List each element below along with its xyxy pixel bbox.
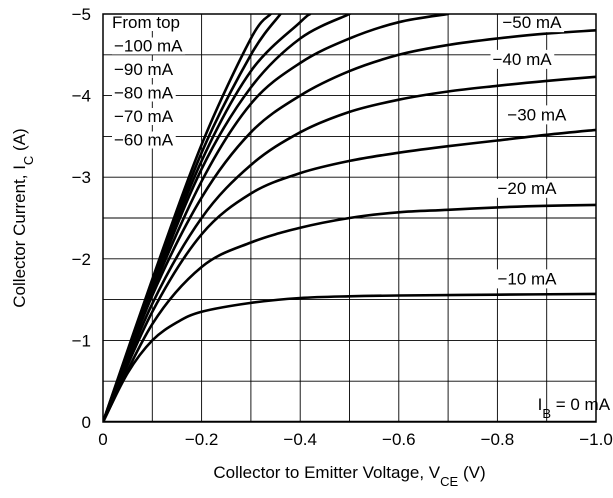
x-tick-label: −1.0 <box>579 430 613 449</box>
curve-label-background <box>495 178 560 198</box>
legend-text-background <box>112 37 186 55</box>
legend-text-background <box>112 61 176 78</box>
curve-label: −10 mA <box>497 269 557 288</box>
y-tick-label: −3 <box>72 168 91 187</box>
y-tick-label: 0 <box>82 413 91 432</box>
curve-label-background <box>490 49 555 69</box>
y-axis-title-main: Collector Current, I <box>10 165 29 308</box>
curve-series-4 <box>103 14 450 422</box>
x-tick-label: −0.8 <box>481 430 515 449</box>
curve-series-7 <box>103 128 596 422</box>
curve-label: −30 mA <box>507 105 567 124</box>
x-tick-label: −0.2 <box>185 430 219 449</box>
legend-item: −80 mA <box>114 84 174 103</box>
x-tick-label: −0.6 <box>382 430 416 449</box>
ib-zero-label-rest: = 0 mA <box>551 395 611 414</box>
ticks: 0 −0.2 −0.4 −0.6 −0.8 −1.0 0 −1 −2 −3 −4 −5 <box>72 5 613 449</box>
legend-item: −100 mA <box>114 37 183 56</box>
legend-text-background <box>112 108 176 125</box>
y-axis-title-sub: C <box>21 156 36 165</box>
legend-item: −60 mA <box>114 131 174 150</box>
legend-text-background <box>110 14 183 31</box>
x-tick-label: −0.4 <box>283 430 317 449</box>
curve-series-5 <box>103 29 596 422</box>
ib-zero-label-sub: B <box>542 406 551 421</box>
legend-title: From top <box>112 13 180 32</box>
ib-zero-label-main: I <box>538 395 543 414</box>
legend-item: −90 mA <box>114 60 174 79</box>
y-tick-label: −5 <box>72 5 91 24</box>
y-tick-label: −1 <box>72 331 91 350</box>
curve-label: −50 mA <box>502 13 562 32</box>
y-tick-label: −2 <box>72 250 91 269</box>
ib-zero-label: IB = 0 mA <box>538 395 611 421</box>
legend-text-background <box>112 131 176 149</box>
curve-series-6 <box>103 75 596 422</box>
x-tick-label: 0 <box>98 430 107 449</box>
curve-label-background <box>505 105 570 125</box>
y-axis-title-unit: (A) <box>10 128 29 155</box>
x-axis-title-main: Collector to Emitter Voltage, V <box>213 463 440 482</box>
curve-series-9 <box>103 292 596 422</box>
curves <box>103 14 596 422</box>
curve-label-background <box>495 269 560 289</box>
x-axis-title: Collector to Emitter Voltage, VCE (V) <box>213 463 485 489</box>
curve-label: −20 mA <box>497 179 557 198</box>
legend-text-background <box>112 84 176 102</box>
x-axis-title-sub: CE <box>440 474 458 489</box>
legend: From top −100 mA −90 mA −80 mA −70 mA −60 mA <box>110 13 186 150</box>
plot-frame <box>102 13 597 423</box>
y-axis-title: Collector Current, IC (A) <box>10 128 36 307</box>
curve-series-8 <box>103 203 596 422</box>
y-tick-label: −4 <box>72 87 91 106</box>
x-axis-title-unit: (V) <box>458 463 485 482</box>
curve-label-background <box>500 13 565 33</box>
legend-item: −70 mA <box>114 107 174 126</box>
curve-label: −40 mA <box>493 50 553 69</box>
curve-labels: −50 mA −40 mA −30 mA −20 mA −10 mA <box>490 13 570 289</box>
